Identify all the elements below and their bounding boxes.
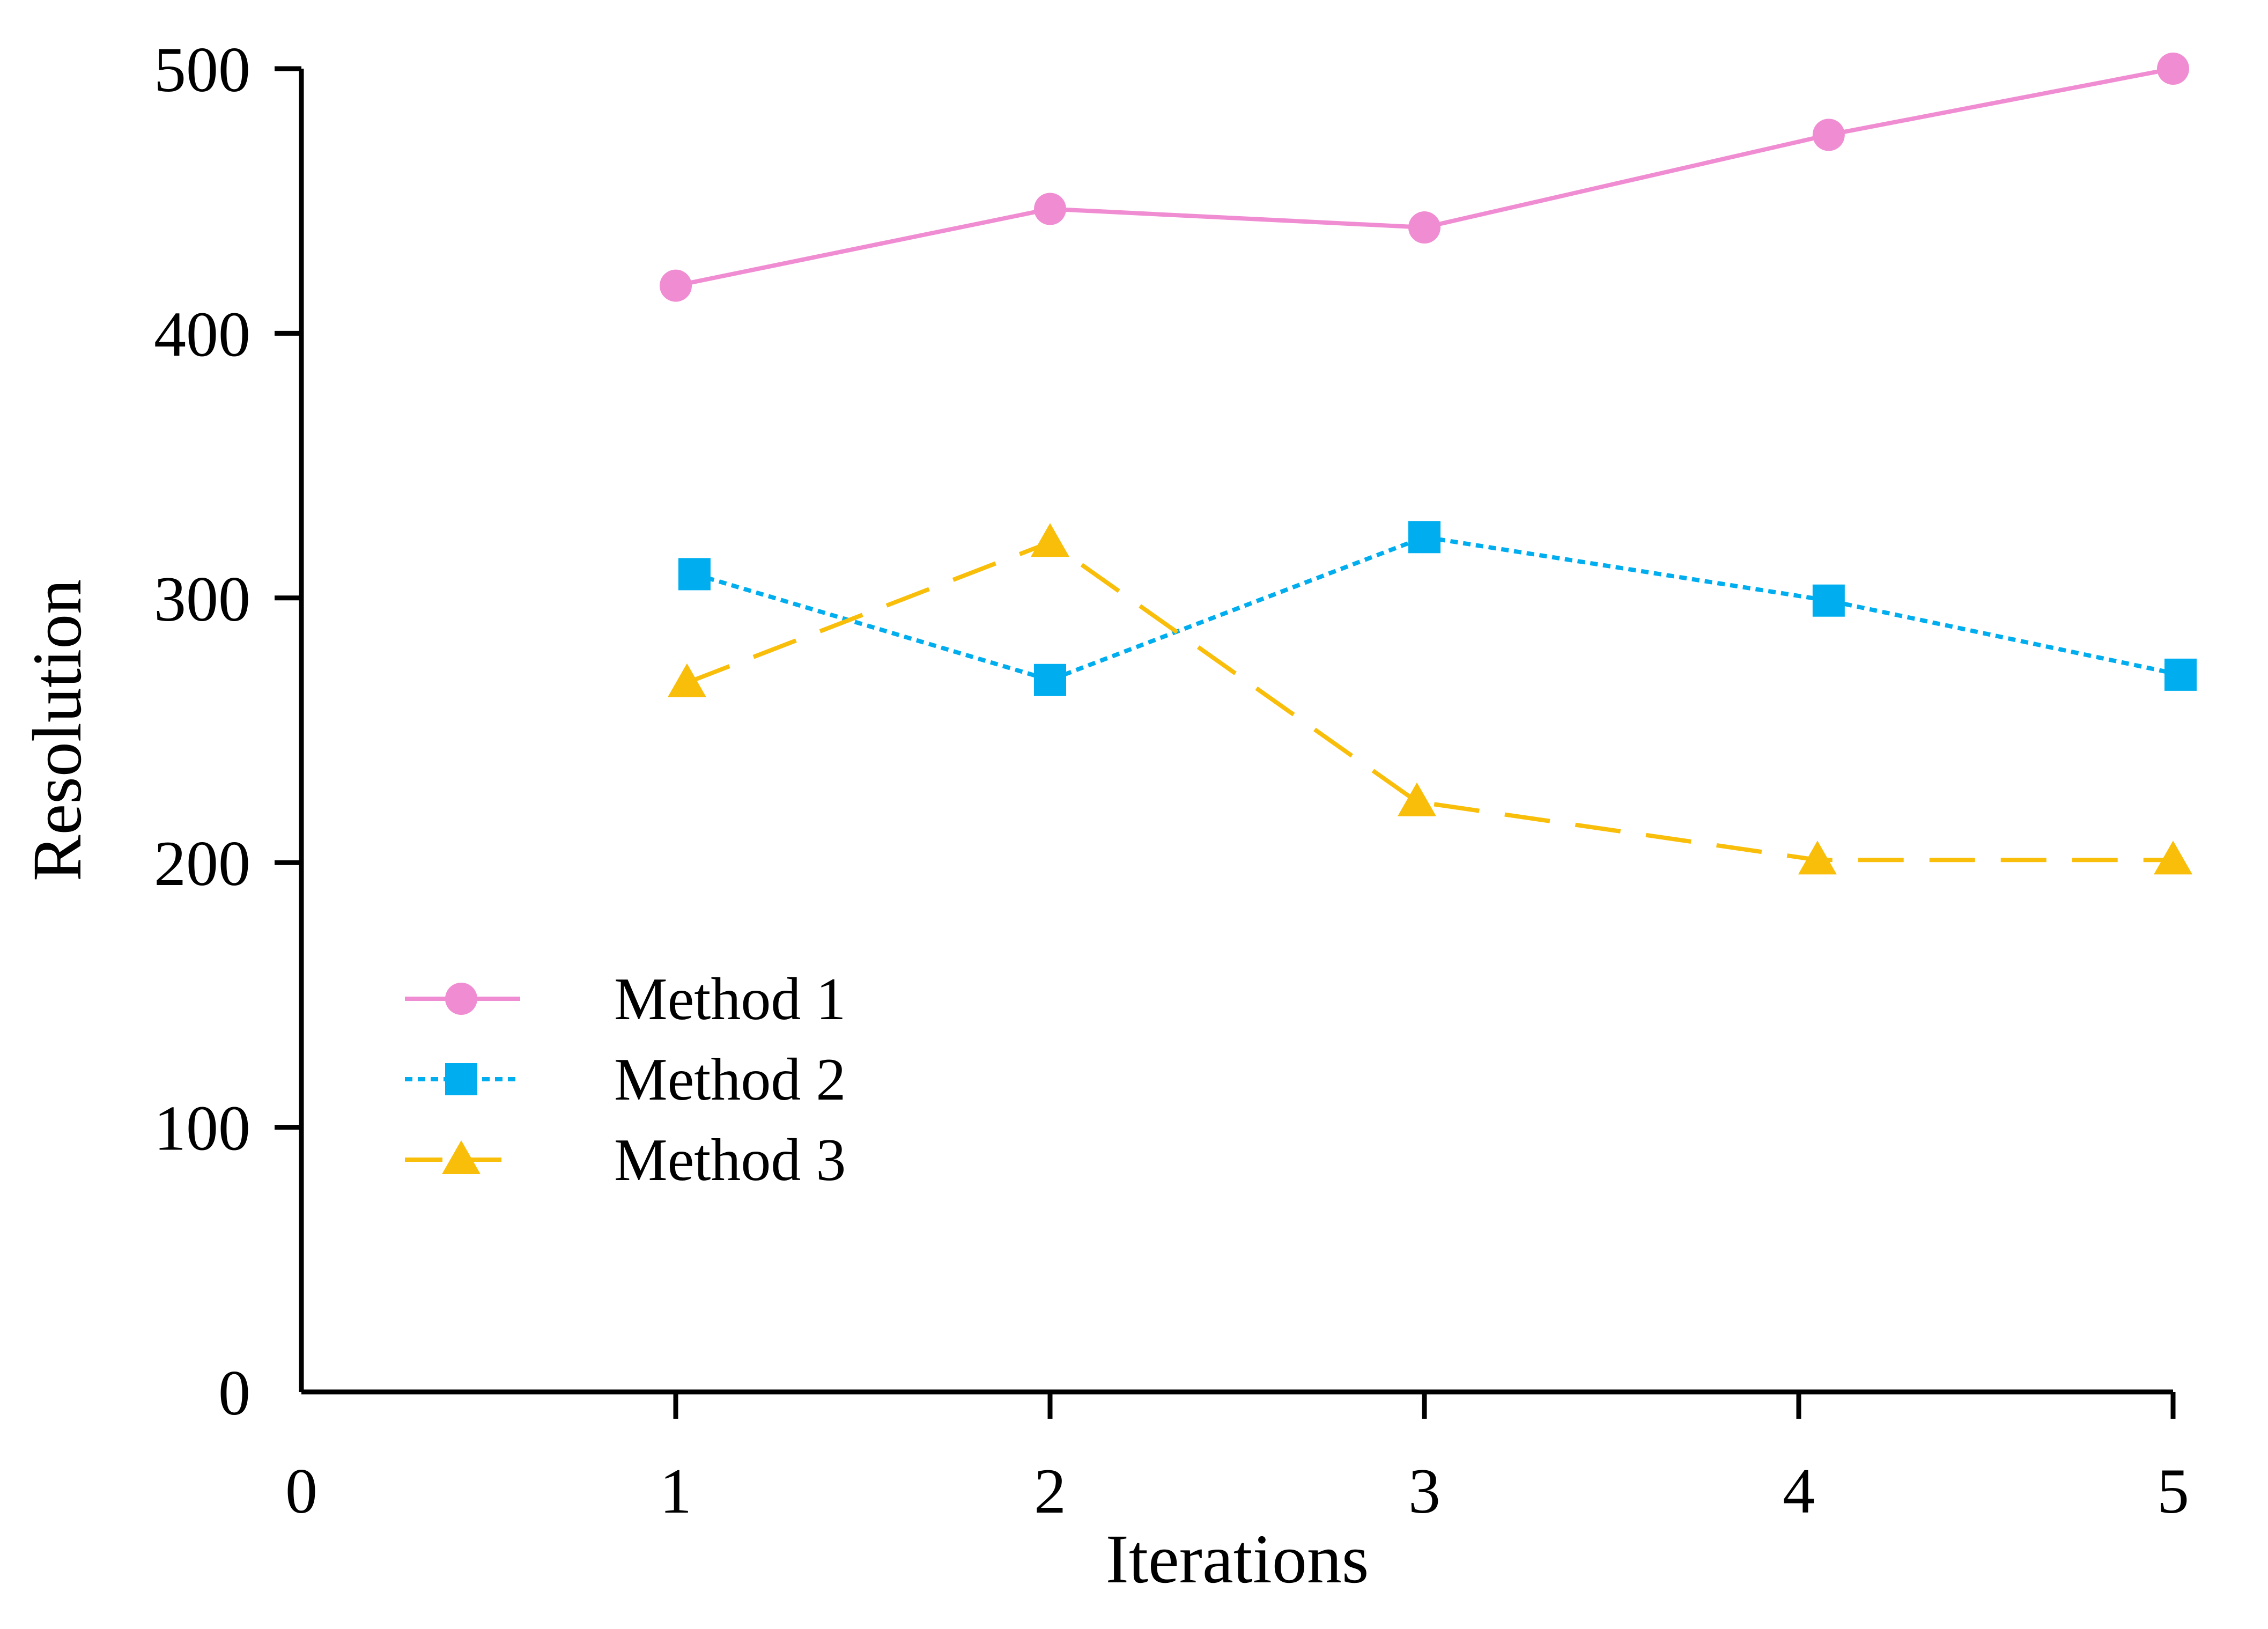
series-2-point — [1034, 664, 1066, 696]
y-tick-label: 0 — [218, 1357, 250, 1428]
series-1-point — [2157, 53, 2189, 85]
series-1-point — [1812, 119, 1845, 151]
series-2 — [678, 521, 2197, 696]
series-2-point — [2164, 658, 2197, 691]
legend-marker — [442, 1140, 481, 1174]
series-2-point — [1408, 521, 1440, 554]
series-3-point — [667, 663, 706, 697]
series-2-point — [1812, 584, 1845, 617]
series-3-line — [686, 540, 2173, 863]
series-3-point — [1798, 841, 1837, 875]
series-1-point — [1408, 211, 1440, 244]
series-1-point — [660, 269, 692, 302]
series-1-line — [675, 67, 2174, 288]
legend-item: Method 2 — [405, 1046, 846, 1113]
legend-item: Method 3 — [405, 1127, 846, 1193]
y-axis-ticks: 0 100 200 300 400 500 — [154, 34, 301, 1428]
y-tick-label: 300 — [154, 563, 250, 635]
legend-label: Method 2 — [614, 1046, 846, 1113]
x-tick-label: 1 — [660, 1455, 692, 1527]
y-tick-label: 100 — [154, 1093, 250, 1164]
y-axis-title: Resolution — [19, 579, 96, 881]
series-1 — [660, 53, 2189, 302]
series-3 — [667, 523, 2192, 875]
series-3-point — [1031, 523, 1069, 557]
series-layer — [660, 53, 2197, 875]
legend-label: Method 1 — [614, 966, 846, 1033]
legend-marker — [445, 1063, 477, 1095]
legend-item: Method 1 — [405, 966, 846, 1033]
x-tick-label: 5 — [2157, 1455, 2189, 1527]
y-tick-label: 200 — [154, 828, 250, 899]
x-tick-label: 0 — [285, 1455, 317, 1527]
series-2-point — [678, 558, 711, 591]
legend-label: Method 3 — [614, 1127, 846, 1193]
series-3-point — [2154, 841, 2192, 875]
x-tick-label: 4 — [1783, 1455, 1815, 1527]
y-tick-label: 400 — [154, 298, 250, 370]
series-3-point — [1398, 782, 1437, 816]
x-tick-label: 2 — [1034, 1455, 1066, 1527]
legend: Method 1 Method 2 Method 3 — [405, 966, 846, 1193]
x-axis-ticks: 0 1 2 3 4 5 — [285, 1392, 2189, 1527]
x-axis-title: Iterations — [1106, 1521, 1369, 1598]
x-tick-label: 3 — [1408, 1455, 1440, 1527]
series-1-point — [1034, 193, 1066, 225]
series-2-line — [693, 535, 2181, 682]
legend-marker — [445, 983, 477, 1015]
y-tick-label: 500 — [154, 34, 250, 105]
axes — [299, 69, 2173, 1395]
